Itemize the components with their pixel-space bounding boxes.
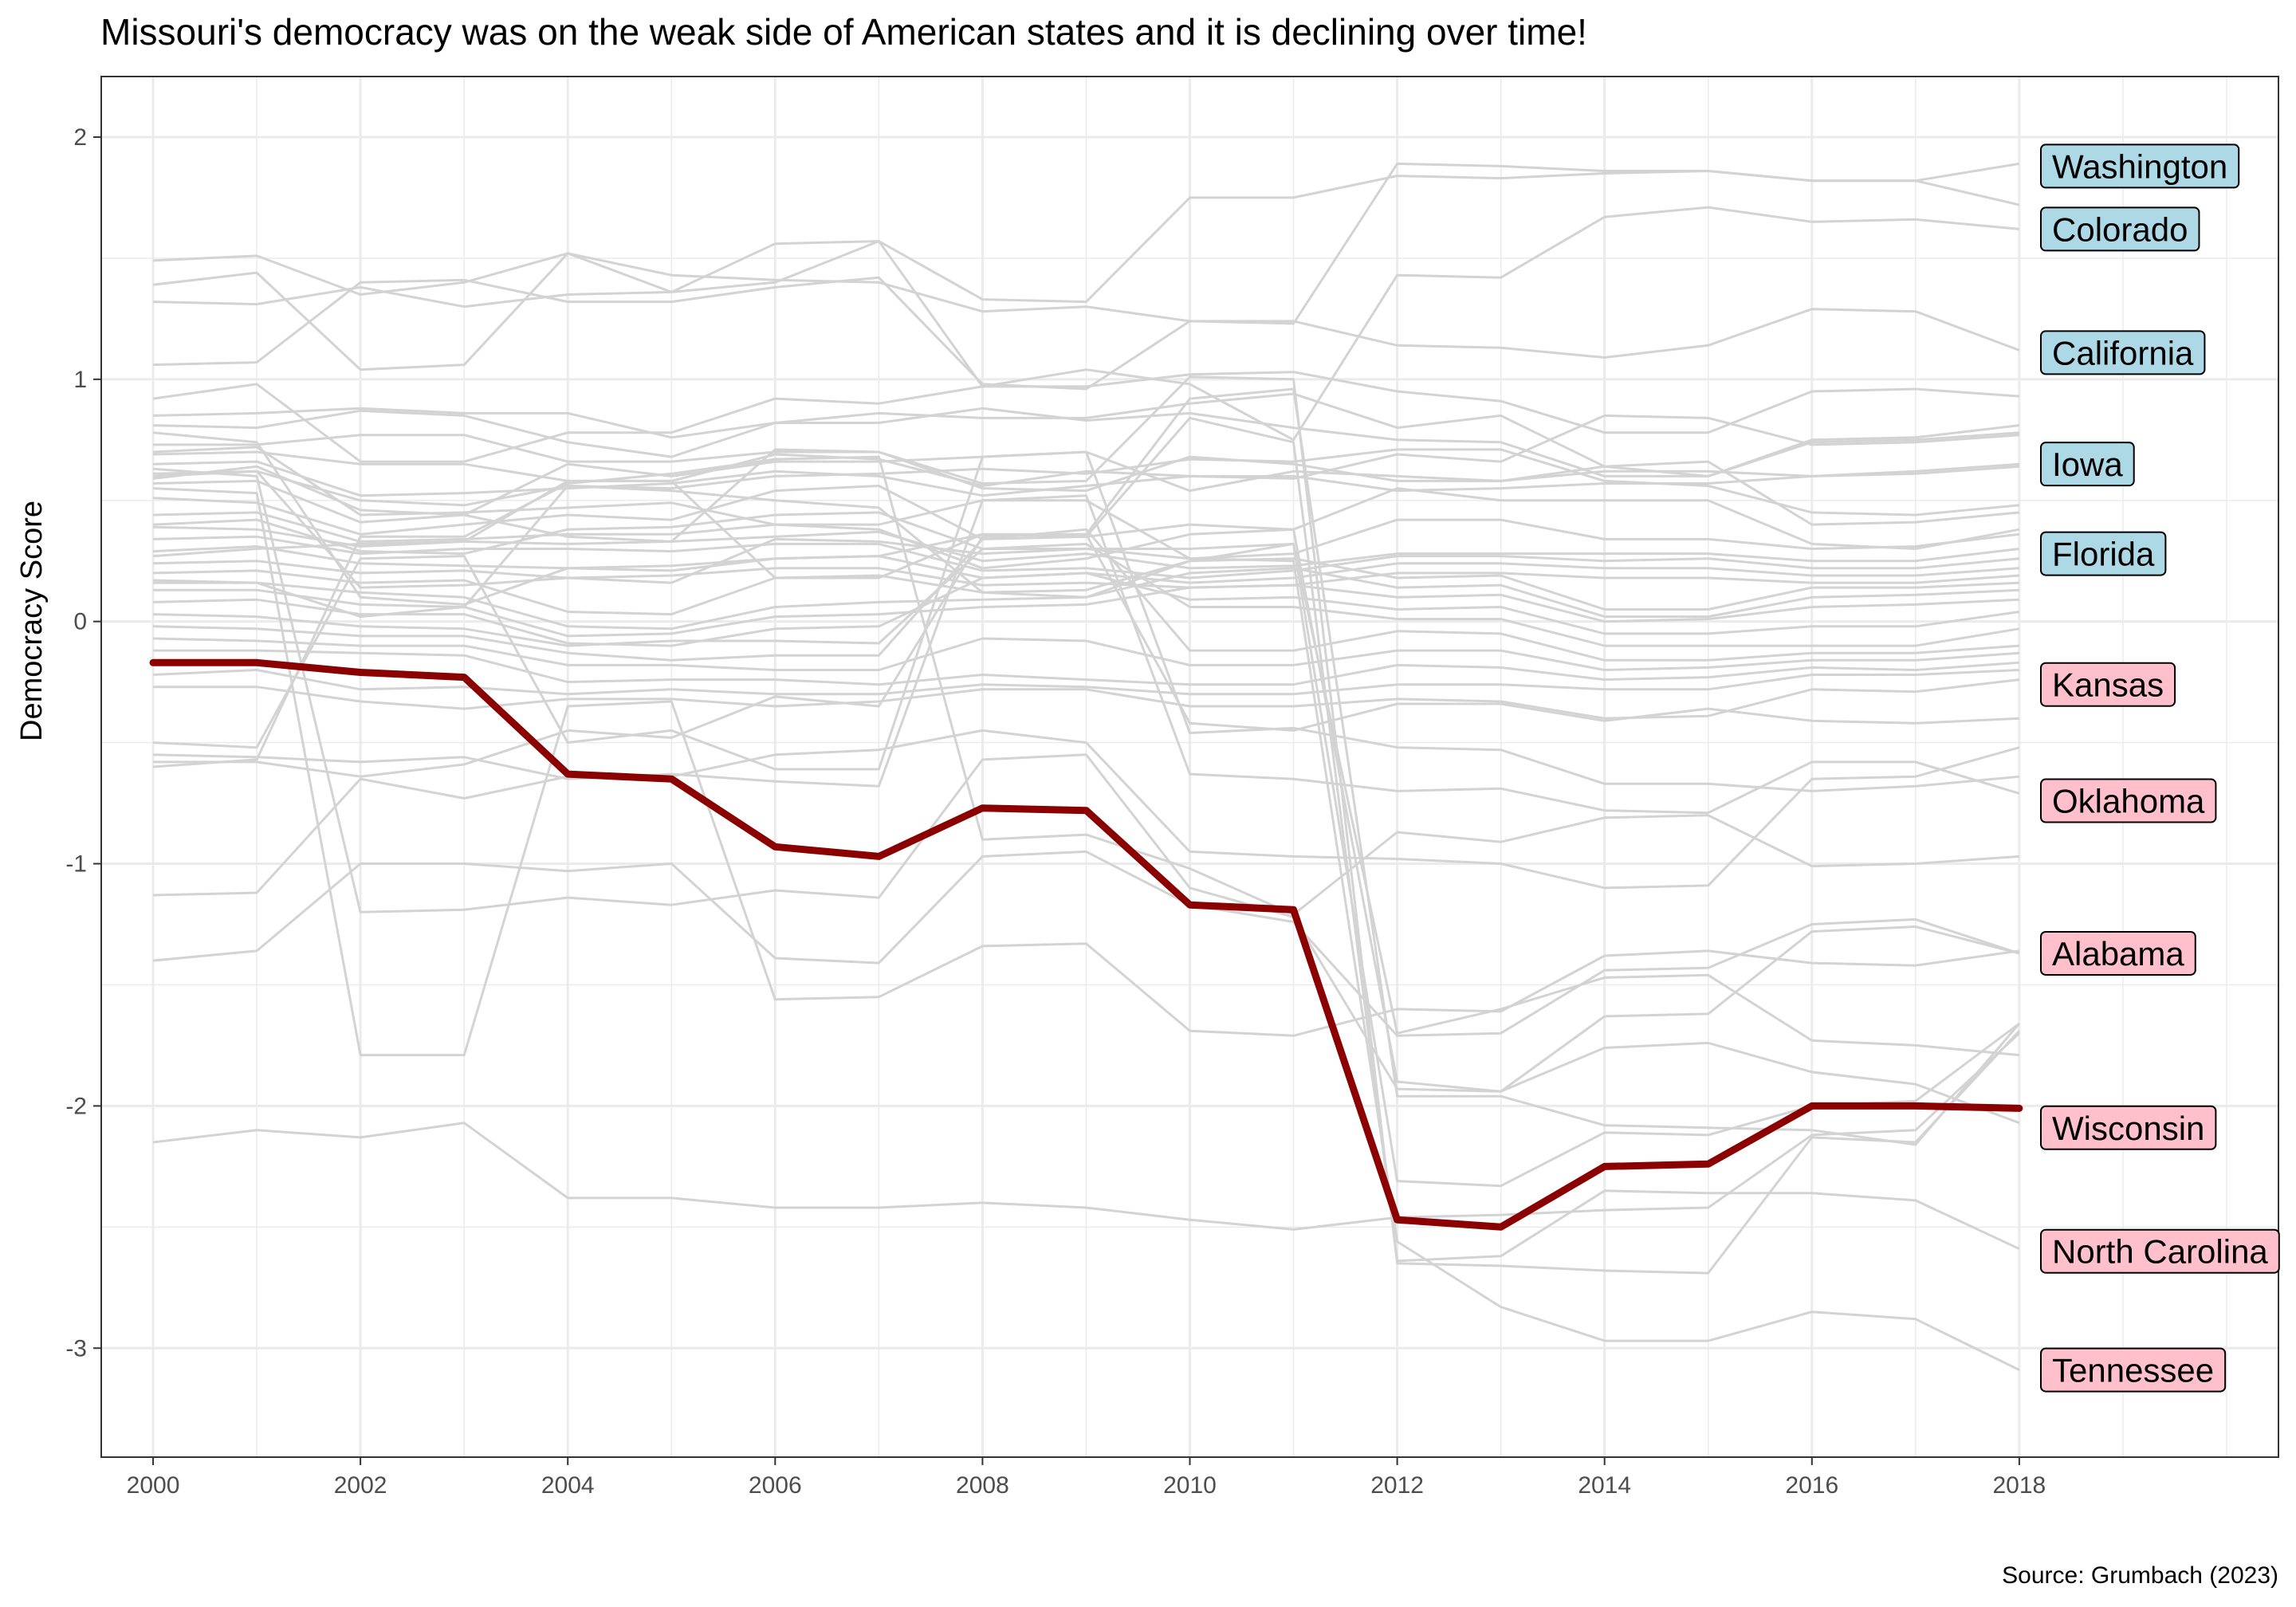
state-label: California xyxy=(2040,330,2206,375)
state-line-35 xyxy=(152,467,2020,1093)
x-tick-label: 2008 xyxy=(956,1472,1009,1499)
x-tick-label: 2018 xyxy=(1993,1472,2046,1499)
state-line-10 xyxy=(152,460,2020,497)
state-label-box xyxy=(2040,930,2196,976)
state-label-text: Florida xyxy=(2052,536,2155,573)
x-axis: 2000 2002 2004 2006 2008 2010 2012 2014 2016 2018 xyxy=(127,1457,2046,1499)
state-label-box xyxy=(2040,1105,2217,1150)
state-line-34 xyxy=(152,850,2020,1037)
state-label-box xyxy=(2040,531,2167,576)
state-line-27 xyxy=(152,669,2019,696)
state-line-4 xyxy=(152,276,2020,391)
y-tick-label: -2 xyxy=(65,1093,87,1119)
state-label-box xyxy=(2040,1347,2227,1393)
state-label: Washington xyxy=(2040,143,2240,189)
state-line-9 xyxy=(152,414,2020,487)
state-line-14 xyxy=(152,499,2020,560)
chart-title: Missouri's democracy was on the weak sid… xyxy=(100,11,1587,53)
state-label-text: Oklahoma xyxy=(2052,783,2205,820)
y-tick-label: 1 xyxy=(73,367,87,393)
highlight-series-line xyxy=(149,658,2023,1231)
state-label: Oklahoma xyxy=(2040,778,2217,823)
state-line-44 xyxy=(152,1032,2020,1231)
state-label-box xyxy=(2040,778,2217,823)
state-line-8 xyxy=(153,434,2020,493)
x-tick-label: 2014 xyxy=(1578,1472,1631,1499)
state-label: Florida xyxy=(2040,531,2167,576)
state-line-33 xyxy=(152,729,2020,897)
x-tick-label: 2000 xyxy=(127,1472,180,1499)
state-line-11 xyxy=(152,448,2020,517)
state-line-7 xyxy=(152,407,2020,477)
x-tick-label: 2010 xyxy=(1163,1472,1217,1499)
state-label-text: Iowa xyxy=(2052,446,2123,483)
state-line-24 xyxy=(152,528,2020,662)
state-line-19 xyxy=(152,557,2019,616)
state-label: North Carolina xyxy=(2040,1228,2280,1274)
state-line-25 xyxy=(152,637,2020,671)
state-line-3 xyxy=(152,206,2020,442)
state-label-text: Alabama xyxy=(2052,935,2184,972)
state-line-39 xyxy=(152,387,2021,1146)
state-label-text: Colorado xyxy=(2052,210,2188,248)
state-line-42 xyxy=(152,511,2020,1371)
chart-caption: Source: Grumbach (2023) xyxy=(2002,1562,2278,1589)
state-label-text: North Carolina xyxy=(2052,1233,2268,1271)
state-line-2 xyxy=(152,170,2020,371)
state-label: Kansas xyxy=(2040,662,2176,707)
state-line-28 xyxy=(153,678,2020,720)
state-line-16 xyxy=(152,535,2020,580)
state-label-text: Tennessee xyxy=(2052,1352,2214,1389)
state-line-23 xyxy=(152,542,2020,647)
state-label: Colorado xyxy=(2040,206,2200,252)
series-lines xyxy=(152,162,2021,1371)
state-label: Iowa xyxy=(2040,442,2135,487)
state-label-box xyxy=(2040,206,2200,252)
state-line-40 xyxy=(153,485,2020,1188)
state-line-18 xyxy=(152,560,2020,589)
x-tick-label: 2016 xyxy=(1785,1472,1838,1499)
y-tick-label: -3 xyxy=(65,1335,87,1361)
state-line-22 xyxy=(152,572,2020,647)
state-line-5 xyxy=(152,371,2020,463)
state-label: Alabama xyxy=(2040,930,2196,976)
y-tick-label: 0 xyxy=(73,609,87,635)
y-axis: -3 -2 -1 0 1 2 xyxy=(65,124,101,1361)
state-label-box xyxy=(2040,330,2206,375)
highlight-line xyxy=(149,658,2023,1231)
state-line-32 xyxy=(152,455,2020,916)
state-label-box xyxy=(2040,1228,2280,1274)
state-line-38 xyxy=(152,446,2020,1125)
y-axis-title: Democracy Score xyxy=(15,501,49,741)
y-tick-label: -1 xyxy=(65,851,87,878)
state-labels: Washington Colorado California Iowa Florida K… xyxy=(2040,143,2280,1393)
grid xyxy=(101,77,2278,1457)
state-line-43 xyxy=(152,375,2020,1275)
state-line-31 xyxy=(152,494,2020,815)
state-label: Tennessee xyxy=(2040,1347,2227,1393)
state-line-36 xyxy=(152,487,2020,1057)
state-label-text: Washington xyxy=(2052,147,2227,185)
state-line-41 xyxy=(152,416,2020,1263)
state-line-30 xyxy=(152,450,2020,792)
x-tick-label: 2006 xyxy=(749,1472,802,1499)
state-label-box xyxy=(2040,662,2176,707)
y-tick-label: 2 xyxy=(73,124,87,151)
state-label: Wisconsin xyxy=(2040,1105,2217,1150)
state-label-box xyxy=(2040,143,2240,189)
state-label-text: Wisconsin xyxy=(2052,1110,2204,1147)
state-label-text: California xyxy=(2052,334,2194,371)
x-tick-label: 2002 xyxy=(334,1472,387,1499)
state-label-box xyxy=(2040,442,2135,487)
state-label-text: Kansas xyxy=(2052,666,2164,704)
x-tick-label: 2012 xyxy=(1370,1472,1424,1499)
state-line-26 xyxy=(153,649,2020,686)
x-tick-label: 2004 xyxy=(541,1472,595,1499)
